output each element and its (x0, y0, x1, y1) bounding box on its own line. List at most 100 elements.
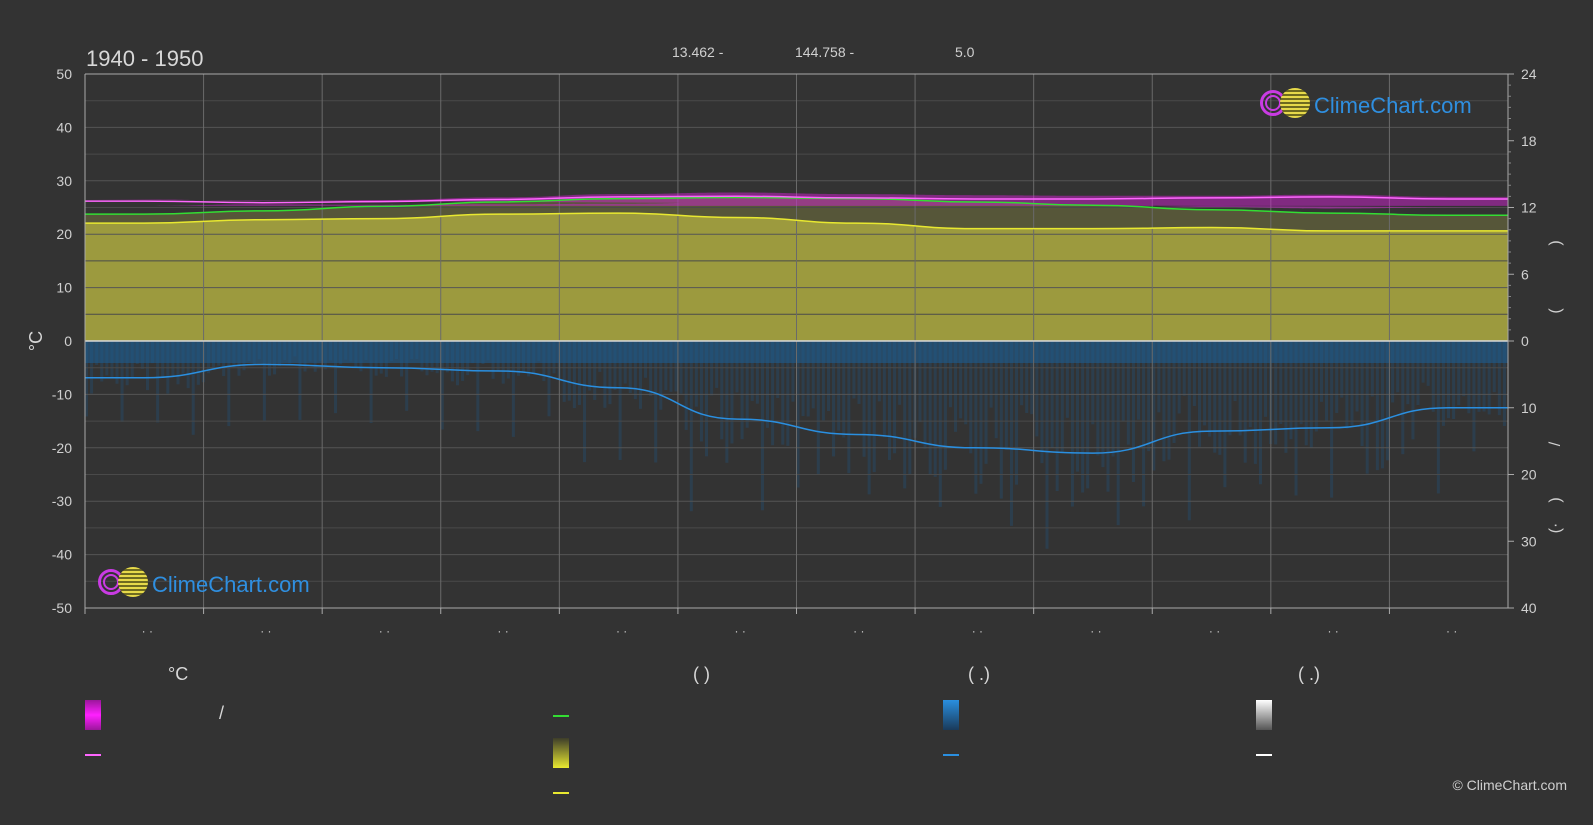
precip-stripe (1487, 341, 1491, 415)
climechart-logo-bottom[interactable]: ClimeChart.com (96, 567, 310, 603)
precip-stripe (1314, 341, 1318, 432)
precip-stripe (1233, 341, 1237, 402)
precip-line (84, 363, 1508, 454)
precip-stripe (455, 341, 459, 386)
precip-stripe (613, 341, 617, 390)
precip-stripe (964, 341, 968, 425)
precip-stripe (638, 341, 642, 409)
precip-stripe (1477, 341, 1481, 412)
precip-stripe (781, 341, 785, 445)
precip-stripe (1401, 341, 1405, 455)
precip-stripe (847, 341, 851, 474)
precip-stripe (755, 341, 759, 404)
precip-stripe (1167, 341, 1171, 460)
precip-stripe (583, 341, 587, 463)
daylight-line (84, 196, 1508, 217)
y-tick-label: -40 (52, 547, 72, 563)
precip-stripe (1335, 341, 1339, 413)
x-tick-label: · · (853, 624, 864, 638)
precip-stripe (1380, 341, 1384, 469)
precip-stripe (1131, 341, 1135, 482)
temp-mean-line (85, 195, 1508, 204)
precip-stripe (816, 341, 820, 475)
precip-stripe (725, 341, 729, 463)
precip-stripe (1264, 341, 1268, 417)
precip-stripe (969, 341, 973, 454)
precip-stripe (984, 341, 988, 464)
precip-stripe (1497, 341, 1501, 416)
precip-stripe (562, 341, 566, 402)
climechart-logo-icon (1258, 88, 1312, 124)
precip-stripe (786, 341, 790, 446)
y-tick-label: 50 (56, 66, 72, 82)
precip-stripe (1345, 341, 1349, 429)
precip-stripe (1228, 341, 1232, 436)
precip-stripe (1081, 341, 1085, 493)
right-tick-label-hours: 0 (1521, 333, 1529, 349)
y-tick-label: -50 (52, 600, 72, 616)
longitude-value: 144.758 - (795, 44, 855, 60)
precip-stripe (603, 341, 607, 408)
precip-stripe (1492, 341, 1496, 393)
precip-stripe (1350, 341, 1354, 426)
precip-stripe (262, 341, 266, 421)
precip-stripe (1248, 341, 1252, 428)
precip-stripe (959, 341, 963, 419)
precip-stripe (1223, 341, 1227, 488)
precip-stripe (796, 341, 800, 488)
precip-stripe (618, 341, 622, 460)
precip-stripe (948, 341, 952, 408)
right-tick-label-precip: 10 (1521, 400, 1537, 416)
precip-stripe (1284, 341, 1288, 453)
precip-stripe (572, 341, 576, 409)
precip-stripe (1482, 341, 1486, 412)
legend-temperature-heading: °C (168, 664, 189, 684)
legend-temp-range-slash: / (219, 703, 225, 723)
legend-rain-heading: ( .) (968, 664, 990, 684)
precip-stripe (1055, 341, 1059, 492)
precip-stripe (567, 341, 571, 401)
precip-stripe (1040, 341, 1044, 464)
y-tick-label: 0 (64, 333, 72, 349)
precip-stripe (1330, 341, 1334, 498)
precip-stripe (877, 341, 881, 402)
precip-stripe (821, 341, 825, 421)
precip-stripe (1025, 341, 1029, 413)
x-tick-label: · · (260, 624, 271, 638)
legend-snow-line-swatch (1256, 754, 1272, 756)
right-axis-title: ( (1547, 308, 1564, 314)
precip-stripe (1020, 341, 1024, 406)
precip-stripe (1411, 341, 1415, 440)
precip-stripe (298, 341, 302, 420)
legend-sunshine-fill-swatch (553, 738, 569, 768)
precip-stripe (1137, 341, 1141, 420)
precip-stripe (1187, 341, 1191, 521)
precip-stripe (628, 341, 632, 394)
x-tick-label: · · (1446, 624, 1457, 638)
x-tick-label: · · (497, 624, 508, 638)
precip-stripe (989, 341, 993, 408)
precip-stripe (928, 341, 932, 475)
precip-stripe (954, 341, 958, 432)
precip-stripe (227, 341, 231, 427)
precip-stripe (806, 341, 810, 417)
climechart-logo-top[interactable]: ClimeChart.com (1258, 88, 1472, 124)
precip-stripe (1096, 341, 1100, 456)
right-tick-label-precip: 30 (1521, 533, 1537, 549)
precip-stripe (735, 341, 739, 393)
precip-stripe (1416, 341, 1420, 406)
precip-stripe (979, 341, 983, 484)
precip-stripe (1502, 341, 1506, 426)
x-tick-label: · · (972, 624, 983, 638)
precip-stripe (1447, 341, 1451, 419)
x-tick-label: · · (1090, 624, 1101, 638)
precip-stripe (1274, 341, 1278, 445)
precip-stripe (933, 341, 937, 477)
precip-stripe (1157, 341, 1161, 413)
x-tick-label: · · (142, 624, 153, 638)
precip-stripe (740, 341, 744, 440)
precip-stripe (689, 341, 693, 512)
y-tick-label: 40 (56, 119, 72, 135)
precip-stripe (156, 341, 160, 423)
x-tick-label: · · (735, 624, 746, 638)
